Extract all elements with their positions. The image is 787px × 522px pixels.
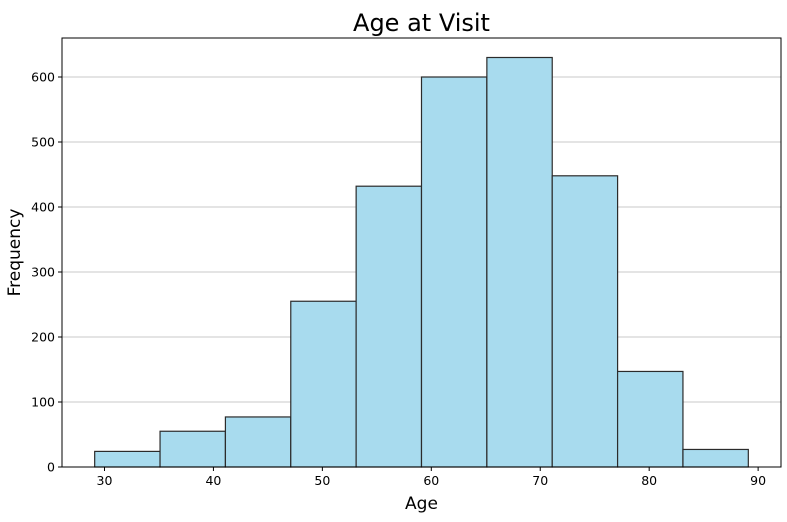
x-tick-label: 80 xyxy=(641,473,657,488)
chart-title: Age at Visit xyxy=(353,9,490,37)
histogram-bar xyxy=(420,76,488,468)
histogram-bar xyxy=(224,416,292,468)
x-tick-label: 60 xyxy=(423,473,439,488)
x-tick-label: 30 xyxy=(97,473,113,488)
x-axis-label: Age xyxy=(405,494,438,514)
y-tick-label: 200 xyxy=(31,330,55,345)
y-axis-ticks: 0 100 200 300 400 500 600 xyxy=(31,70,62,475)
histogram-bar xyxy=(551,175,619,468)
y-axis-label: Frequency xyxy=(5,209,25,297)
x-tick-label: 40 xyxy=(205,473,221,488)
x-tick-label: 90 xyxy=(750,473,766,488)
x-tick-label: 50 xyxy=(314,473,330,488)
histogram-bar xyxy=(616,370,684,468)
y-tick-label: 400 xyxy=(31,200,55,215)
y-tick-label: 100 xyxy=(31,395,55,410)
x-tick-label: 70 xyxy=(532,473,548,488)
y-tick-label: 600 xyxy=(31,70,55,85)
plot-frame xyxy=(61,37,782,468)
histogram-bar xyxy=(486,56,553,468)
y-tick-label: 500 xyxy=(31,135,55,150)
histogram-bar xyxy=(94,450,161,468)
histogram-bar xyxy=(159,430,227,468)
histogram-bars xyxy=(94,56,749,468)
x-axis-ticks: 30 40 50 60 70 80 90 xyxy=(97,467,766,488)
y-tick-label: 0 xyxy=(47,460,55,475)
histogram-bar xyxy=(355,185,423,468)
histogram-bar xyxy=(290,300,357,468)
histogram-bar xyxy=(682,448,749,468)
y-tick-label: 300 xyxy=(31,265,55,280)
